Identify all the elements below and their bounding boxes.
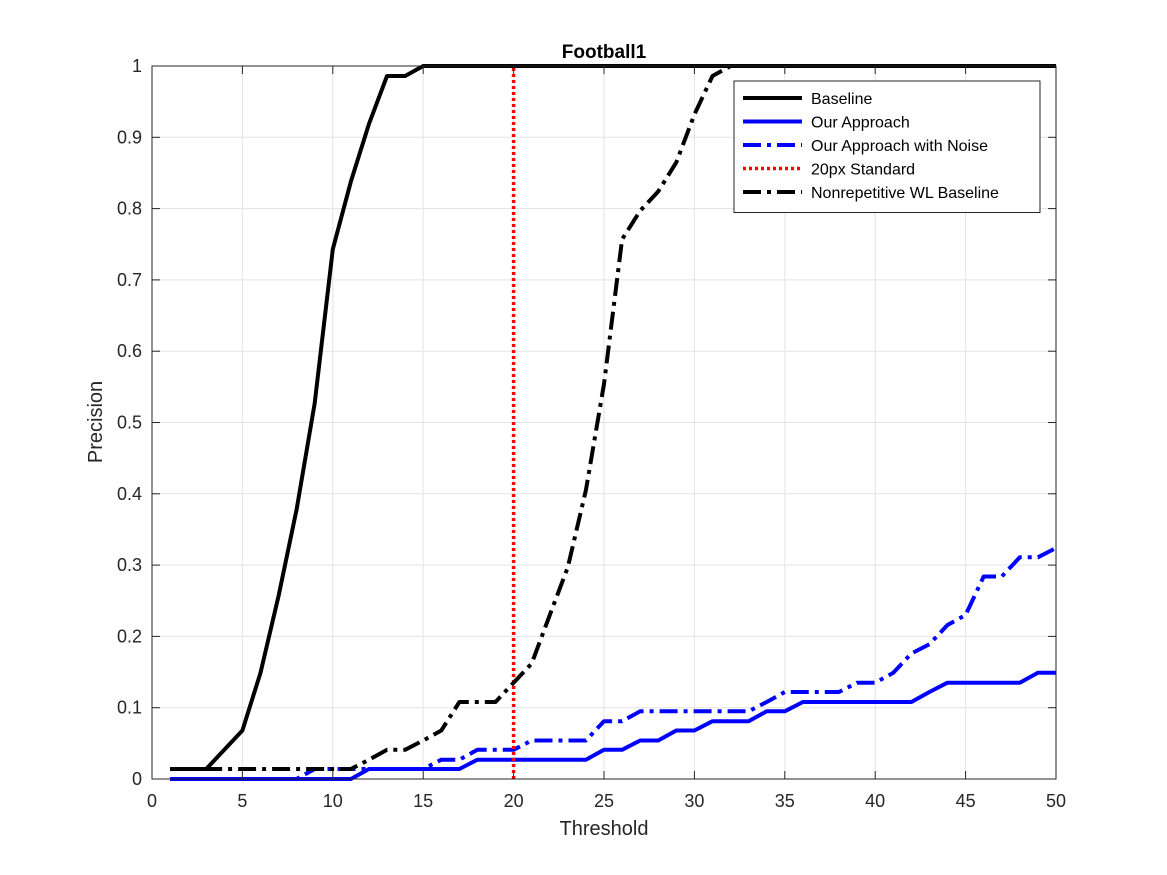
x-tick-label: 30	[684, 791, 704, 811]
y-tick-label: 0.9	[117, 127, 142, 147]
axis-ticks: 0 5 10 15 20 25 30 35 40 45 50 0 0.1 0.2 0.3 0.4 0.5 0.6 0…	[117, 56, 1066, 811]
legend-entry-label: Baseline	[811, 91, 872, 108]
x-tick-label: 10	[323, 791, 343, 811]
series-line-our-approach	[170, 670, 1056, 781]
legend-entry-label: 20px Standard	[811, 162, 915, 179]
y-tick-label: 0	[132, 769, 142, 789]
y-tick-label: 0.1	[117, 698, 142, 718]
x-tick-label: 35	[775, 791, 795, 811]
x-tick-label: 0	[147, 791, 157, 811]
y-tick-label: 0.3	[117, 555, 142, 575]
legend-entry-label: Our Approach	[811, 115, 910, 132]
y-tick-label: 0.4	[117, 484, 142, 504]
y-tick-label: 0.5	[117, 413, 142, 433]
series-line-our-approach-with-noise	[170, 546, 1057, 781]
x-tick-label: 15	[413, 791, 433, 811]
legend-entry-label: Nonrepetitive WL Baseline	[811, 185, 999, 202]
legend-entry-label: Our Approach with Noise	[811, 138, 988, 155]
chart-title: Football1	[562, 42, 647, 63]
y-tick-label: 1	[132, 56, 142, 76]
y-tick-label: 0.8	[117, 199, 142, 219]
y-axis-label: Precision	[85, 381, 107, 463]
y-tick-label: 0.6	[117, 341, 142, 361]
y-tick-label: 0.2	[117, 626, 142, 646]
x-tick-label: 50	[1046, 791, 1066, 811]
legend: Baseline Our Approach Our Approach with No…	[733, 80, 1041, 213]
x-tick-label: 40	[865, 791, 885, 811]
x-tick-label: 25	[594, 791, 614, 811]
series-line-nonrepetitive-wl-baseline	[170, 64, 1056, 771]
x-tick-label: 20	[504, 791, 524, 811]
x-tick-label: 5	[237, 791, 247, 811]
x-axis-label: Threshold	[560, 818, 649, 840]
grid	[152, 66, 1056, 779]
x-tick-label: 45	[956, 791, 976, 811]
y-tick-label: 0.7	[117, 270, 142, 290]
